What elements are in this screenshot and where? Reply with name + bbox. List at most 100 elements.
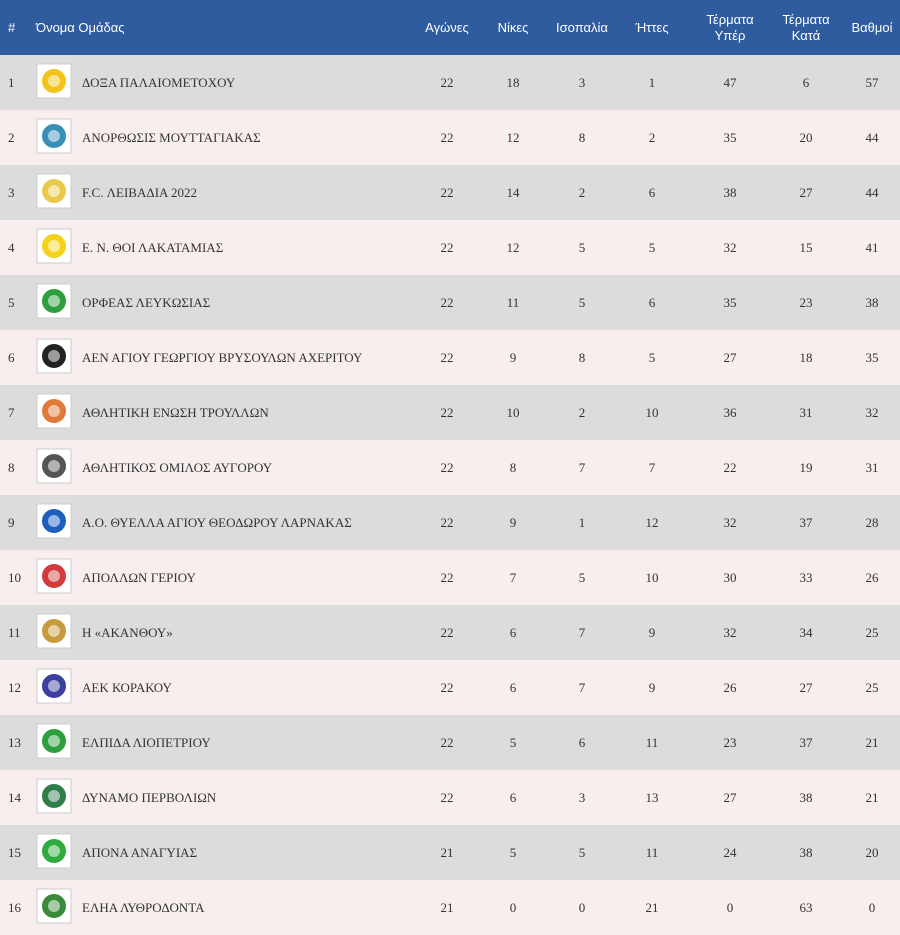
position-cell: 1 (8, 74, 15, 90)
goals-against-cell: 38 (799, 789, 813, 805)
goals-against-cell: 27 (799, 679, 813, 695)
team-cell[interactable]: ΑΘΛΗΤΙΚΗ ΕΝΩΣΗ ΤΡΟΥΛΛΩΝ (34, 385, 420, 440)
team-cell[interactable]: ΑΝΟΡΘΩΣΙΣ ΜΟΥΤΤΑΓΙΑΚΑΣ (34, 110, 420, 165)
team-name[interactable]: ΑΕΝ ΑΓΙΟΥ ΓΕΩΡΓΙΟΥ ΒΡΥΣΟΥΛΩΝ ΑΧΕΡΙΤΟΥ (82, 349, 363, 365)
wins-cell: 9 (509, 349, 517, 365)
wins-cell: 10 (506, 404, 520, 420)
team-logo-icon (36, 668, 72, 708)
team-cell[interactable]: ΑΘΛΗΤΙΚΟΣ ΟΜΙΛΟΣ ΑΥΓΟΡΟΥ (34, 440, 420, 495)
position-cell: 14 (8, 789, 21, 805)
position-cell: 15 (8, 844, 21, 860)
team-logo-icon (36, 448, 72, 488)
goals-against-cell: 23 (799, 294, 813, 310)
played-cell: 22 (440, 459, 454, 475)
team-cell[interactable]: ΑΠΟΝΑ ΑΝΑΓΥΙΑΣ (34, 825, 420, 880)
table-row[interactable]: 12 ΑΕΚ ΚΟΡΑΚΟΥ 22 6 7 9 26 27 25 (0, 660, 900, 715)
points-cell: 35 (865, 349, 879, 365)
table-row[interactable]: 3 F.C. ΛΕΙΒΑΔΙΑ 2022 22 14 2 6 38 27 44 (0, 165, 900, 220)
team-cell[interactable]: ΔΥΝΑΜΟ ΠΕΡΒΟΛΙΩΝ (34, 770, 420, 825)
apollon-logo (36, 558, 72, 593)
team-cell[interactable]: ΟΡΦΕΑΣ ΛΕΥΚΩΣΙΑΣ (34, 275, 420, 330)
team-name[interactable]: ΑΝΟΡΘΩΣΙΣ ΜΟΥΤΤΑΓΙΑΚΑΣ (82, 129, 261, 145)
header-goals-against: Τέρματα Κατά (768, 0, 844, 55)
team-wrap: ΕΛΠΙΔΑ ΛΙΟΠΕΤΡΙΟΥ (36, 723, 420, 763)
table-row[interactable]: 1 ΔΟΞΑ ΠΑΛΑΙΟΜΕΤΟΧΟΥ 22 18 3 1 47 6 57 (0, 55, 900, 110)
table-row[interactable]: 6 ΑΕΝ ΑΓΙΟΥ ΓΕΩΡΓΙΟΥ ΒΡΥΣΟΥΛΩΝ ΑΧΕΡΙΤΟΥ 22… (0, 330, 900, 385)
played-cell: 21 (440, 899, 454, 915)
table-row[interactable]: 15 ΑΠΟΝΑ ΑΝΑΓΥΙΑΣ 21 5 5 11 24 38 20 (0, 825, 900, 880)
team-name[interactable]: ΔΥΝΑΜΟ ΠΕΡΒΟΛΙΩΝ (82, 789, 217, 805)
wins-cell: 12 (506, 129, 520, 145)
team-cell[interactable]: Α.Ο. ΘΥΕΛΛΑ ΑΓΙΟΥ ΘΕΟΔΩΡΟΥ ΛΑΡΝΑΚΑΣ (34, 495, 420, 550)
team-cell[interactable]: ΑΠΟΛΛΩΝ ΓΕΡΙΟΥ (34, 550, 420, 605)
team-cell[interactable]: Ε. Ν. ΘΟΙ ΛΑΚΑΤΑΜΙΑΣ (34, 220, 420, 275)
team-name[interactable]: Η «ΑΚΑΝΘΟΥ» (82, 624, 173, 640)
losses-cell: 11 (645, 844, 659, 860)
position-cell: 12 (8, 679, 21, 695)
points-cell: 21 (865, 734, 879, 750)
table-row[interactable]: 5 ΟΡΦΕΑΣ ΛΕΥΚΩΣΙΑΣ 22 11 5 6 35 23 38 (0, 275, 900, 330)
goals-against-cell: 33 (799, 569, 813, 585)
table-row[interactable]: 7 ΑΘΛΗΤΙΚΗ ΕΝΩΣΗ ΤΡΟΥΛΛΩΝ 22 10 2 10 36 31 32 (0, 385, 900, 440)
team-cell[interactable]: ΑΕΝ ΑΓΙΟΥ ΓΕΩΡΓΙΟΥ ΒΡΥΣΟΥΛΩΝ ΑΧΕΡΙΤΟΥ (34, 330, 420, 385)
points-cell: 26 (865, 569, 879, 585)
team-cell[interactable]: ΔΟΞΑ ΠΑΛΑΙΟΜΕΤΟΧΟΥ (34, 55, 420, 110)
table-row[interactable]: 13 ΕΛΠΙΔΑ ΛΙΟΠΕΤΡΙΟΥ 22 5 6 11 23 37 21 (0, 715, 900, 770)
table-row[interactable]: 14 ΔΥΝΑΜΟ ΠΕΡΒΟΛΙΩΝ 22 6 3 13 27 38 21 (0, 770, 900, 825)
team-name[interactable]: ΕΛΗΑ ΛΥΘΡΟΔΟΝΤΑ (82, 899, 205, 915)
points-cell: 57 (865, 74, 879, 90)
team-cell[interactable]: ΕΛΠΙΔΑ ΛΙΟΠΕΤΡΙΟΥ (34, 715, 420, 770)
table-row[interactable]: 16 ΕΛΗΑ ΛΥΘΡΟΔΟΝΤΑ 21 0 0 21 0 63 0 (0, 880, 900, 935)
team-name[interactable]: ΑΠΟΛΛΩΝ ΓΕΡΙΟΥ (82, 569, 196, 585)
table-row[interactable]: 4 Ε. Ν. ΘΟΙ ΛΑΚΑΤΑΜΙΑΣ 22 12 5 5 32 15 41 (0, 220, 900, 275)
team-name[interactable]: ΑΘΛΗΤΙΚΟΣ ΟΜΙΛΟΣ ΑΥΓΟΡΟΥ (82, 459, 273, 475)
team-wrap: ΑΠΟΝΑ ΑΝΑΓΥΙΑΣ (36, 833, 420, 873)
draws-cell: 0 (578, 899, 586, 915)
table-row[interactable]: 10 ΑΠΟΛΛΩΝ ΓΕΡΙΟΥ 22 7 5 10 30 33 26 (0, 550, 900, 605)
team-name[interactable]: ΟΡΦΕΑΣ ΛΕΥΚΩΣΙΑΣ (82, 294, 211, 310)
played-cell: 22 (440, 184, 454, 200)
team-logo-icon (36, 283, 72, 323)
team-name[interactable]: ΑΕΚ ΚΟΡΑΚΟΥ (82, 679, 172, 695)
table-row[interactable]: 11 Η «ΑΚΑΝΘΟΥ» 22 6 7 9 32 34 25 (0, 605, 900, 660)
akanthou-logo (36, 613, 72, 648)
header-wins: Νίκες (497, 19, 529, 35)
team-name[interactable]: Ε. Ν. ΘΟΙ ΛΑΚΑΤΑΜΙΑΣ (82, 239, 224, 255)
team-name[interactable]: Α.Ο. ΘΥΕΛΛΑ ΑΓΙΟΥ ΘΕΟΔΩΡΟΥ ΛΑΡΝΑΚΑΣ (82, 514, 352, 530)
draws-cell: 8 (578, 129, 586, 145)
aek-korakou-logo (36, 668, 72, 703)
goals-against-cell: 6 (802, 74, 810, 90)
team-name[interactable]: ΑΠΟΝΑ ΑΝΑΓΥΙΑΣ (82, 844, 198, 860)
wins-cell: 12 (506, 239, 520, 255)
team-cell[interactable]: ΑΕΚ ΚΟΡΑΚΟΥ (34, 660, 420, 715)
team-cell[interactable]: Η «ΑΚΑΝΘΟΥ» (34, 605, 420, 660)
wins-cell: 7 (509, 569, 517, 585)
played-cell: 22 (440, 734, 454, 750)
table-row[interactable]: 9 Α.Ο. ΘΥΕΛΛΑ ΑΓΙΟΥ ΘΕΟΔΩΡΟΥ ΛΑΡΝΑΚΑΣ 22 9 1… (0, 495, 900, 550)
wins-cell: 9 (509, 514, 517, 530)
wins-cell: 11 (506, 294, 520, 310)
team-name[interactable]: F.C. ΛΕΙΒΑΔΙΑ 2022 (82, 184, 197, 200)
position-cell: 5 (8, 294, 15, 310)
team-name[interactable]: ΑΘΛΗΤΙΚΗ ΕΝΩΣΗ ΤΡΟΥΛΛΩΝ (82, 404, 269, 420)
team-cell[interactable]: F.C. ΛΕΙΒΑΔΙΑ 2022 (34, 165, 420, 220)
apona-logo (36, 833, 72, 868)
losses-cell: 21 (645, 899, 659, 915)
team-cell[interactable]: ΕΛΗΑ ΛΥΘΡΟΔΟΝΤΑ (34, 880, 420, 935)
header-goals-for: Τέρματα Υπέρ (692, 0, 768, 55)
livadia-logo (36, 173, 72, 208)
points-cell: 0 (868, 899, 876, 915)
team-wrap: ΑΕΝ ΑΓΙΟΥ ΓΕΩΡΓΙΟΥ ΒΡΥΣΟΥΛΩΝ ΑΧΕΡΙΤΟΥ (36, 338, 420, 378)
header-draws: Ισοπαλία (556, 19, 608, 35)
position-cell: 16 (8, 899, 21, 915)
team-wrap: ΑΘΛΗΤΙΚΗ ΕΝΩΣΗ ΤΡΟΥΛΛΩΝ (36, 393, 420, 433)
draws-cell: 3 (578, 789, 586, 805)
draws-cell: 7 (578, 459, 586, 475)
table-row[interactable]: 8 ΑΘΛΗΤΙΚΟΣ ΟΜΙΛΟΣ ΑΥΓΟΡΟΥ 22 8 7 7 22 19 31 (0, 440, 900, 495)
table-row[interactable]: 2 ΑΝΟΡΘΩΣΙΣ ΜΟΥΤΤΑΓΙΑΚΑΣ 22 12 8 2 35 20 44 (0, 110, 900, 165)
team-wrap: ΑΝΟΡΘΩΣΙΣ ΜΟΥΤΤΑΓΙΑΚΑΣ (36, 118, 420, 158)
team-wrap: ΑΘΛΗΤΙΚΟΣ ΟΜΙΛΟΣ ΑΥΓΟΡΟΥ (36, 448, 420, 488)
team-name[interactable]: ΕΛΠΙΔΑ ΛΙΟΠΕΤΡΙΟΥ (82, 734, 211, 750)
team-name[interactable]: ΔΟΞΑ ΠΑΛΑΙΟΜΕΤΟΧΟΥ (82, 74, 236, 90)
thyella-logo (36, 503, 72, 538)
